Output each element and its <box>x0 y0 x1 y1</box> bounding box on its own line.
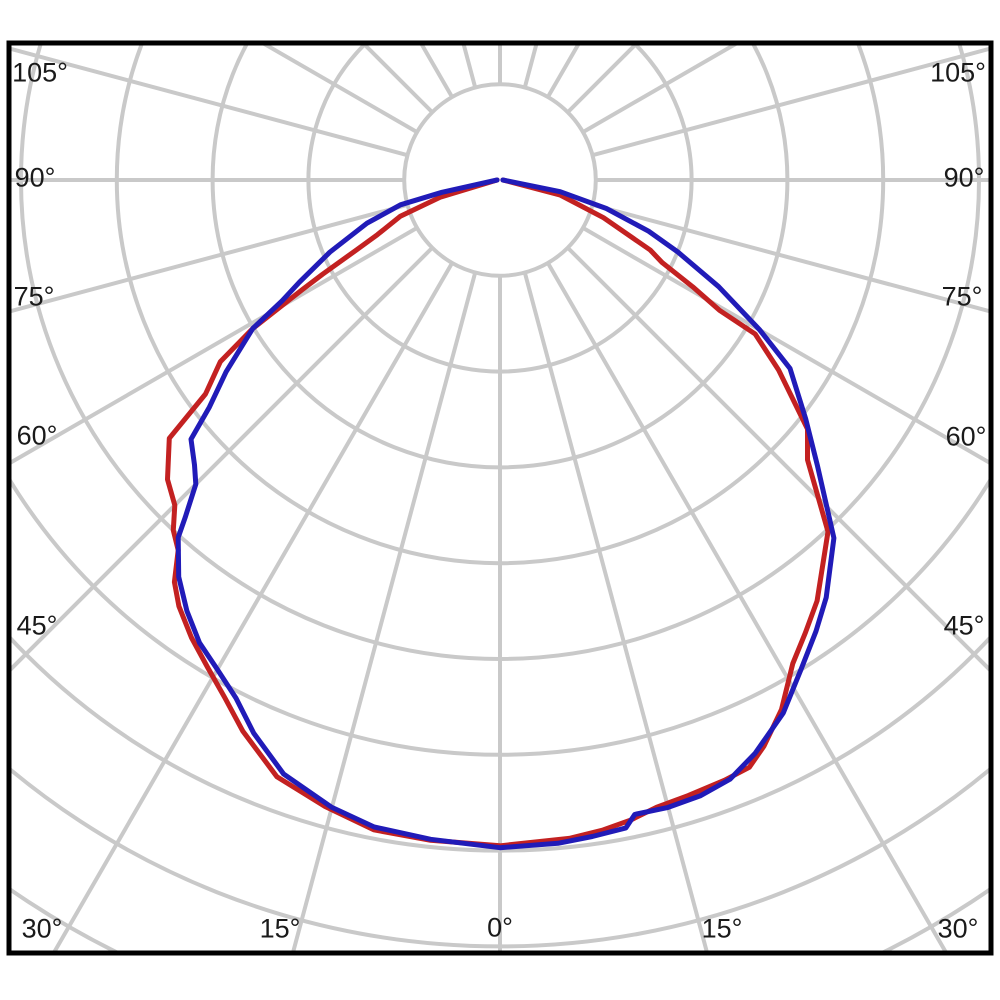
grid-spoke <box>52 261 454 951</box>
grid-spoke <box>566 246 989 672</box>
grid-spoke <box>11 47 408 158</box>
angle-label-bottom: 15° <box>260 914 301 944</box>
grid-spoke <box>11 226 419 465</box>
angle-label-right: 105° <box>930 58 986 88</box>
angle-label-left: 105° <box>12 58 68 88</box>
grid-spoke <box>546 261 948 951</box>
angle-label-right: 90° <box>944 163 985 193</box>
grid-spoke <box>592 202 989 313</box>
angle-label-left: 60° <box>17 421 58 451</box>
grid-spoke <box>522 272 709 951</box>
plot-border <box>6 40 994 956</box>
blue-curve <box>175 177 837 851</box>
grid-spoke <box>291 272 478 951</box>
angle-label-bottom: 15° <box>702 914 743 944</box>
angle-label-right: 60° <box>946 422 987 452</box>
angle-label-left: 45° <box>17 611 58 641</box>
grid-spoke <box>592 47 989 158</box>
angle-label-left: 90° <box>15 163 56 193</box>
angle-label-bottom: 30° <box>22 914 63 944</box>
grid-spoke <box>581 226 989 465</box>
angle-label-right: 75° <box>942 282 983 312</box>
angle-label-bottom: 0° <box>487 913 513 943</box>
grid-spoke <box>11 202 408 313</box>
angle-label-left: 75° <box>14 282 55 312</box>
angle-label-bottom: 30° <box>938 914 979 944</box>
angle-label-right: 45° <box>944 611 985 641</box>
grid-spoke <box>11 246 434 672</box>
